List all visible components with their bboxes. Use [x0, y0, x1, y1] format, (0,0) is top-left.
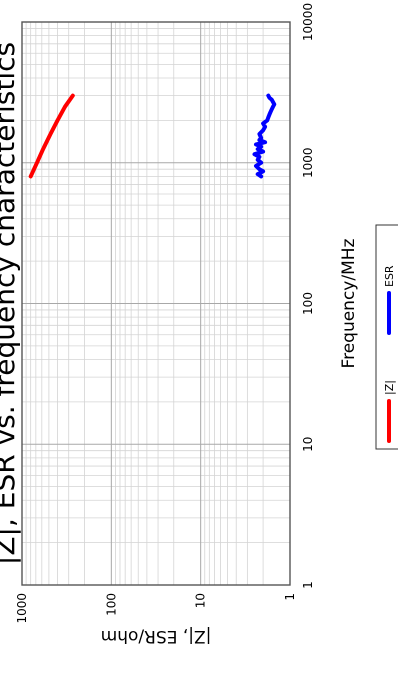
legend-label: |Z|	[383, 380, 396, 395]
y-tick-label: 1	[283, 593, 297, 601]
x-tick-label: 1000	[301, 147, 315, 178]
y-axis-label: |Z|, ESR/ohm	[101, 626, 212, 646]
y-tick-label: 1000	[15, 593, 29, 624]
x-tick-label: 10000	[301, 3, 315, 41]
x-tick-label: 100	[301, 292, 315, 315]
chart-title: |Z|, ESR vs. frequency characteristics	[0, 42, 21, 565]
x-axis-label: Frequency/MHz	[339, 238, 359, 368]
y-tick-label: 100	[104, 593, 118, 616]
plot-border	[21, 21, 291, 586]
x-tick-label: 10	[301, 437, 315, 452]
series-line-0	[28, 93, 75, 179]
y-tick-label: 10	[194, 593, 208, 608]
series-line-1	[252, 93, 277, 179]
legend-label: ESR	[383, 265, 396, 287]
legend: |Z| ESR	[375, 224, 398, 450]
legend-box	[375, 224, 398, 450]
x-tick-label: 1	[301, 581, 315, 589]
